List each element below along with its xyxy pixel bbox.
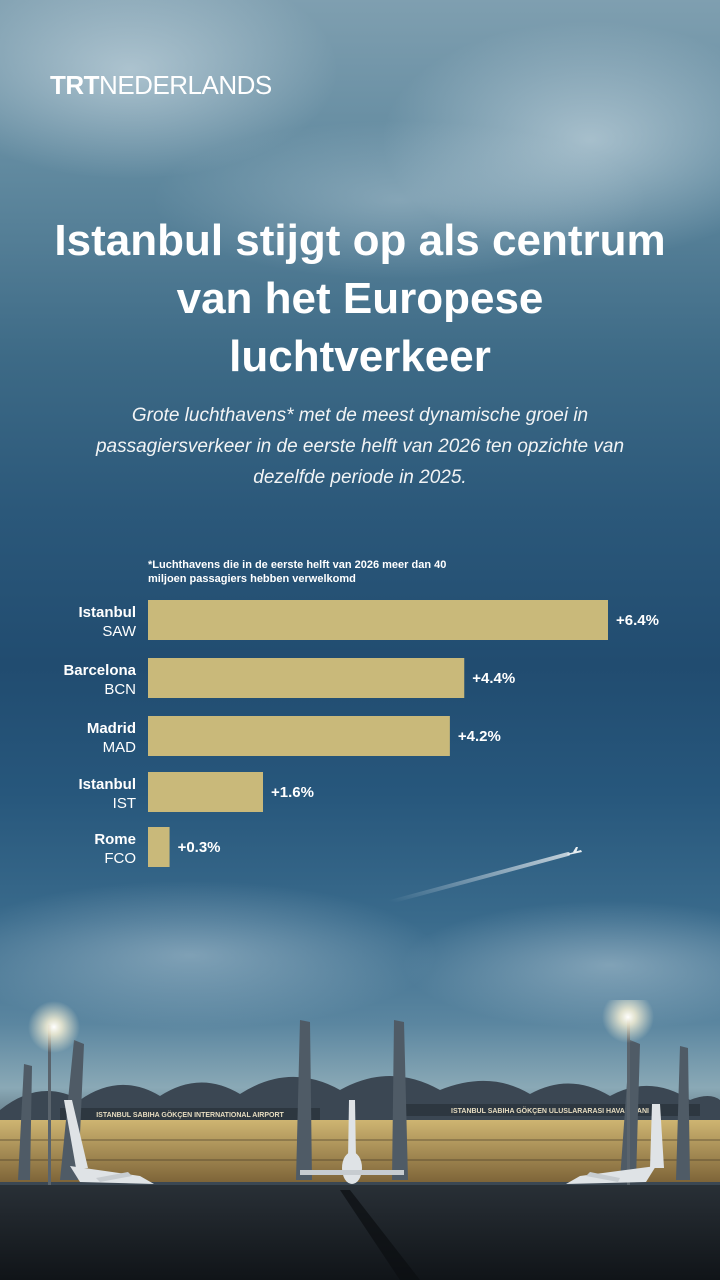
floodlight xyxy=(28,1001,80,1053)
brand-logo: TRTNEDERLANDS xyxy=(50,70,272,101)
tick-label-city: Istanbul xyxy=(78,604,136,621)
airplane-icon xyxy=(300,1100,404,1184)
tick-label-code: MAD xyxy=(103,739,137,756)
cloud xyxy=(150,120,650,280)
data-label: +0.3% xyxy=(178,839,221,856)
airplane-contrail xyxy=(388,847,582,904)
tick-label-code: SAW xyxy=(102,623,136,640)
tick-label-city: Rome xyxy=(94,831,136,848)
tick-label-code: FCO xyxy=(104,850,136,867)
brand-logo-subtext: NEDERLANDS xyxy=(99,70,272,100)
tick-label-city: Madrid xyxy=(87,720,136,737)
bar-saw xyxy=(148,600,608,640)
airplane-icon xyxy=(567,847,582,855)
bar-mad xyxy=(148,716,450,756)
tick-label-city: Barcelona xyxy=(63,662,136,679)
page-title: Istanbul stijgt op als centrum van het E… xyxy=(54,216,666,381)
cloud xyxy=(400,900,720,1030)
brand-logo-text: TRT xyxy=(50,70,100,100)
airport-terminal-scene: ISTANBUL SABIHA GÖKÇEN INTERNATIONAL AIR… xyxy=(0,1000,720,1280)
bar-ist xyxy=(148,772,263,812)
tick-label-code: IST xyxy=(113,795,136,812)
tick-label-code: BCN xyxy=(104,681,136,698)
terminal-sign-turkish: ISTANBUL SABIHA GÖKÇEN ULUSLARARASI HAVA… xyxy=(451,1106,649,1115)
airplane-icon xyxy=(566,1104,664,1184)
bar-bcn xyxy=(148,658,465,698)
airplane-icon xyxy=(64,1100,154,1184)
bar-chart: Istanbul SAW +6.4% Barcelona BCN +4.4% Madrid M… xyxy=(63,600,659,867)
data-label: +6.4% xyxy=(616,612,659,629)
chart-footnote: *Luchthavens die in de eerste helft van … xyxy=(148,559,447,585)
terminal-sign-english: ISTANBUL SABIHA GÖKÇEN INTERNATIONAL AIR… xyxy=(96,1110,284,1119)
floodlight xyxy=(602,1000,654,1043)
data-label: +1.6% xyxy=(271,784,314,801)
cloud xyxy=(0,880,440,1030)
data-label: +4.2% xyxy=(458,728,501,745)
tick-label-city: Istanbul xyxy=(78,776,136,793)
data-label: +4.4% xyxy=(472,670,515,687)
bar-fco xyxy=(148,827,170,867)
page-subtitle: Grote luchthavens* met de meest dynamisc… xyxy=(95,405,625,488)
cloud xyxy=(380,20,720,260)
